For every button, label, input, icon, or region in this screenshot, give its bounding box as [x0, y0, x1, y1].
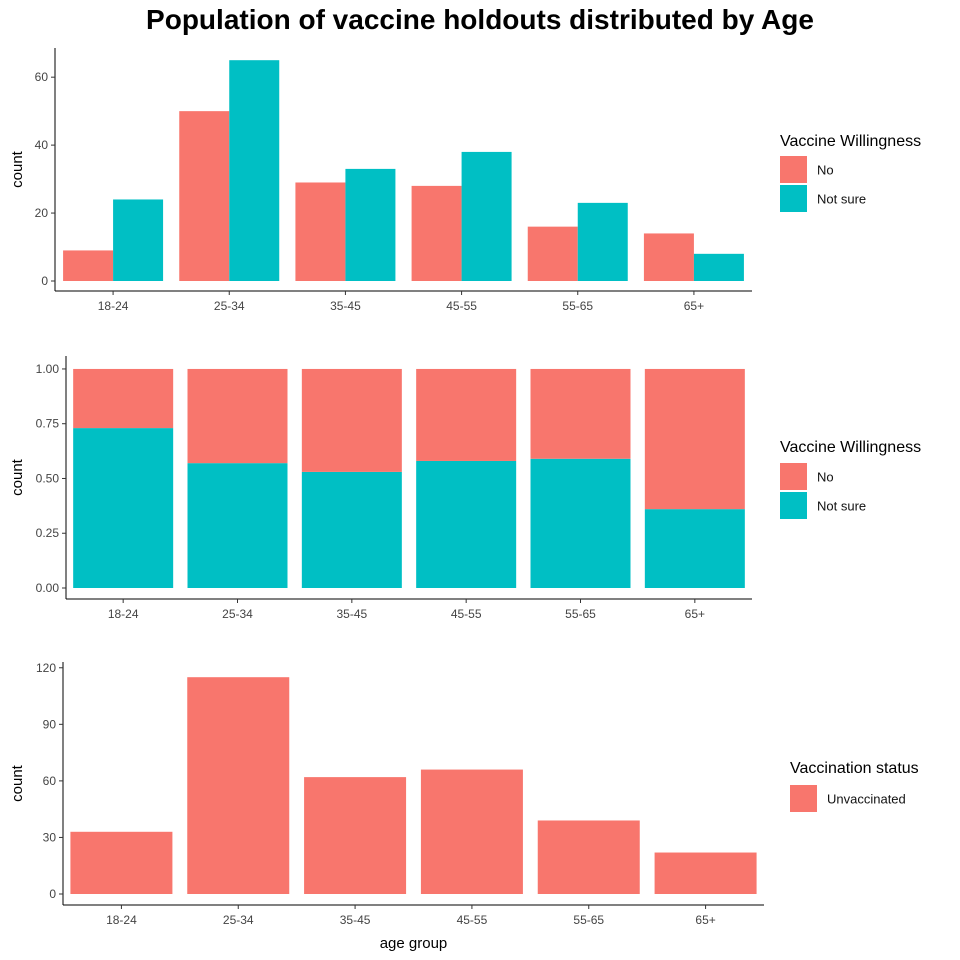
bar-1-not-sure-65+ [693, 253, 744, 281]
y-tick-label-3: 60 [43, 774, 57, 788]
bar-1-no-18-24 [63, 250, 114, 281]
bar-3-unvaccinated-35-45 [304, 777, 407, 894]
bar-1-no-55-65 [527, 226, 578, 281]
y-tick-label-2: 0.75 [36, 417, 60, 431]
y-tick-label-3: 90 [43, 717, 57, 731]
legend-key-1-not-sure [780, 185, 807, 212]
legend-key-2-no [780, 463, 807, 490]
bar-1-no-45-55 [411, 185, 462, 281]
x-tick-label-3-35-45: 35-45 [340, 913, 371, 927]
x-tick-label-1-25-34: 25-34 [214, 299, 245, 313]
x-tick-label-1-55-65: 55-65 [562, 299, 593, 313]
bar-2-no-18-24 [73, 368, 174, 429]
bar-2-not-sure-18-24 [73, 428, 174, 588]
legend-label-2-not-sure: Not sure [817, 499, 866, 514]
y-tick-label-1: 0 [41, 274, 48, 288]
bar-3-unvaccinated-25-34 [187, 677, 290, 894]
y-axis-title-3: count [9, 764, 26, 802]
y-tick-label-1: 60 [35, 70, 49, 84]
y-tick-label-2: 0.50 [36, 471, 60, 485]
x-tick-label-3-45-55: 45-55 [457, 913, 488, 927]
y-tick-label-2: 1.00 [36, 362, 60, 376]
x-tick-label-2-45-55: 45-55 [451, 607, 482, 621]
x-axis-title-3: age group [380, 935, 448, 952]
y-tick-label-2: 0.25 [36, 526, 60, 540]
legend-label-1-not-sure: Not sure [817, 192, 866, 207]
y-tick-label-1: 40 [35, 138, 49, 152]
bar-1-no-65+ [643, 233, 694, 281]
x-tick-label-2-25-34: 25-34 [222, 607, 253, 621]
bar-2-no-25-34 [187, 368, 288, 464]
legend-key-2-not-sure [780, 492, 807, 519]
bar-3-unvaccinated-45-55 [420, 769, 523, 894]
bar-2-no-55-65 [530, 368, 631, 459]
x-tick-label-3-65+: 65+ [695, 913, 715, 927]
bar-1-no-35-45 [295, 182, 346, 281]
y-tick-label-3: 120 [36, 661, 56, 675]
y-axis-title-1: count [9, 150, 26, 188]
x-tick-label-2-18-24: 18-24 [108, 607, 139, 621]
bar-1-not-sure-18-24 [113, 199, 164, 281]
x-tick-label-3-55-65: 55-65 [573, 913, 604, 927]
legend-title-2: Vaccine Willingness [780, 439, 921, 456]
bar-2-not-sure-35-45 [301, 471, 402, 588]
bar-3-unvaccinated-18-24 [70, 831, 173, 894]
legend-key-3-unvaccinated [790, 785, 817, 812]
x-tick-label-1-35-45: 35-45 [330, 299, 361, 313]
bar-3-unvaccinated-65+ [654, 852, 757, 894]
bar-2-no-65+ [644, 368, 745, 510]
x-tick-label-2-55-65: 55-65 [565, 607, 596, 621]
bar-1-not-sure-25-34 [229, 60, 280, 281]
legend-label-2-no: No [817, 470, 834, 485]
bar-2-not-sure-65+ [644, 509, 745, 588]
x-tick-label-1-65+: 65+ [684, 299, 704, 313]
y-axis-title-2: count [9, 458, 26, 496]
chart-title: Population of vaccine holdouts distribut… [146, 4, 814, 35]
x-tick-label-2-65+: 65+ [685, 607, 705, 621]
bar-1-not-sure-35-45 [345, 168, 396, 281]
legend-key-1-no [780, 156, 807, 183]
bar-2-not-sure-45-55 [416, 460, 517, 588]
legend-label-1-no: No [817, 163, 834, 178]
y-tick-label-2: 0.00 [36, 581, 60, 595]
legend-title-3: Vaccination status [790, 760, 919, 777]
bar-2-not-sure-25-34 [187, 463, 288, 588]
y-tick-label-3: 0 [49, 887, 56, 901]
x-tick-label-3-25-34: 25-34 [223, 913, 254, 927]
legend-title-1: Vaccine Willingness [780, 133, 921, 150]
bar-1-not-sure-55-65 [577, 202, 628, 281]
x-tick-label-1-45-55: 45-55 [446, 299, 477, 313]
x-tick-label-3-18-24: 18-24 [106, 913, 137, 927]
bar-1-not-sure-45-55 [461, 151, 512, 281]
legend-label-3-unvaccinated: Unvaccinated [827, 792, 906, 807]
bar-2-not-sure-55-65 [530, 458, 631, 588]
y-tick-label-3: 30 [43, 830, 57, 844]
x-tick-label-1-18-24: 18-24 [98, 299, 129, 313]
bar-2-no-35-45 [301, 368, 402, 472]
x-tick-label-2-35-45: 35-45 [336, 607, 367, 621]
y-tick-label-1: 20 [35, 206, 49, 220]
bar-2-no-45-55 [416, 368, 517, 461]
bar-3-unvaccinated-55-65 [537, 820, 640, 894]
bar-1-no-25-34 [179, 111, 230, 281]
